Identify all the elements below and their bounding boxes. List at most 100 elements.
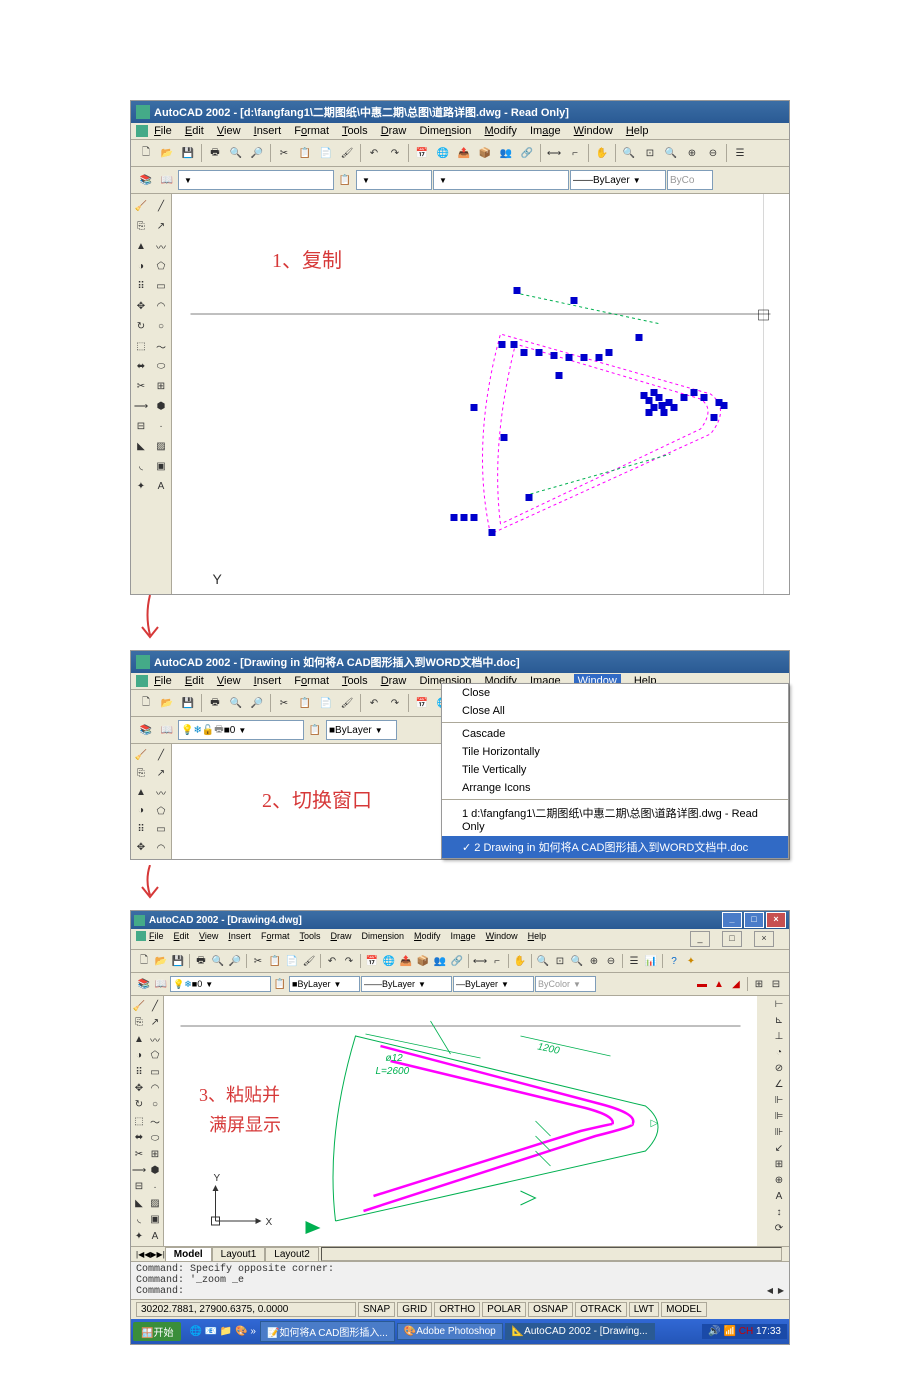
polar-toggle[interactable]: POLAR (482, 1302, 526, 1317)
tab-nav-first[interactable]: |◀ (136, 1250, 144, 1259)
tab-nav-last[interactable]: ▶| (157, 1250, 165, 1259)
dim-angular-icon[interactable]: ∠ (771, 1076, 787, 1092)
pan-icon[interactable]: ✋ (512, 953, 528, 969)
menu-insert[interactable]: Insert (228, 931, 251, 947)
linetype-dropdown[interactable]: ▼ (356, 170, 432, 190)
array-icon[interactable]: ⠿ (132, 821, 150, 838)
undo-icon[interactable]: ↶ (364, 693, 384, 713)
pan-icon[interactable]: ✋ (592, 143, 612, 163)
menu-help[interactable]: Help (626, 125, 649, 137)
help-icon[interactable]: ? (666, 953, 682, 969)
layer-dropdown[interactable]: ▼ (178, 170, 334, 190)
today-icon[interactable]: 📅 (412, 693, 432, 713)
erase-icon[interactable]: 🧹 (132, 747, 150, 764)
preview-icon[interactable]: 🔍 (210, 953, 226, 969)
paste-icon[interactable]: 📄 (316, 693, 336, 713)
trim-icon[interactable]: ✂ (132, 377, 150, 395)
lineweight-dropdown[interactable]: ▼ (433, 170, 569, 190)
dim-tedit-icon[interactable]: ↕ (771, 1204, 787, 1220)
line-icon[interactable]: ╱ (148, 999, 163, 1013)
drawing-canvas-3[interactable]: 3、粘贴并 满屏显示 ø12 L=2600 1200 ▷ (164, 996, 771, 1246)
break-icon[interactable]: ⊟ (132, 417, 150, 435)
ellipse-icon[interactable]: ⬭ (152, 357, 170, 375)
menu-modify[interactable]: Modify (414, 931, 441, 947)
osnap-toggle[interactable]: OSNAP (528, 1302, 573, 1317)
layer-prev-icon[interactable]: 📖 (153, 976, 169, 992)
snap-toggle[interactable]: SNAP (358, 1302, 395, 1317)
model-toggle[interactable]: MODEL (661, 1302, 707, 1317)
menu-edit[interactable]: Edit (185, 125, 204, 137)
rect-icon[interactable]: ▭ (148, 1065, 163, 1079)
region-icon[interactable]: ▣ (152, 457, 170, 475)
dim-continue-icon[interactable]: ⊪ (771, 1124, 787, 1140)
redo-icon[interactable]: ↷ (385, 143, 405, 163)
menu-window[interactable]: Window (574, 125, 613, 137)
tool-f-icon[interactable]: ⊞ (751, 976, 767, 992)
rect-icon[interactable]: ▭ (152, 821, 170, 837)
copy-icon[interactable]: 📋 (295, 143, 315, 163)
close-button[interactable]: × (766, 912, 786, 928)
mirror-icon[interactable]: ▲ (132, 1032, 147, 1046)
tool-g-icon[interactable]: ⊟ (768, 976, 784, 992)
zoom-rt-icon[interactable]: 🔍 (619, 143, 639, 163)
rect-icon[interactable]: ▭ (152, 277, 170, 295)
publish-icon[interactable]: 📤 (454, 143, 474, 163)
dim-baseline-icon[interactable]: ⊫ (771, 1108, 787, 1124)
props-icon[interactable]: ☰ (730, 143, 750, 163)
menu-draw[interactable]: Draw (381, 675, 407, 687)
dim-edit-icon[interactable]: A (771, 1188, 787, 1204)
plotstyle-dropdown[interactable]: ByColor▼ (535, 976, 596, 992)
minimize-button[interactable]: _ (722, 912, 742, 928)
dim-diameter-icon[interactable]: ⊘ (771, 1060, 787, 1076)
preview-icon[interactable]: 🔍 (226, 693, 246, 713)
circle-icon[interactable]: ○ (148, 1098, 163, 1112)
quicklaunch[interactable]: 🌐 📧 📁 🎨 » (189, 1326, 255, 1337)
menu-file[interactable]: File (154, 125, 172, 137)
block-icon[interactable]: ⬢ (152, 397, 170, 415)
pline-icon[interactable]: 〰 (152, 784, 170, 801)
save-icon[interactable]: 💾 (178, 143, 198, 163)
offset-icon[interactable]: ◑ (132, 257, 150, 275)
print-icon[interactable]: 🖶 (205, 693, 225, 713)
dim-update-icon[interactable]: ⟳ (771, 1220, 787, 1236)
hyperlink-icon[interactable]: 🔗 (449, 953, 465, 969)
explode-icon[interactable]: ✦ (132, 1229, 147, 1243)
menu-item-doc2[interactable]: ✓ 2 Drawing in 如何将A CAD图形插入到WORD文档中.doc (442, 836, 788, 858)
drawing-canvas-1[interactable]: 1、复制 (172, 194, 789, 594)
props-icon[interactable]: ☰ (626, 953, 642, 969)
menu-image[interactable]: Image (451, 931, 476, 947)
menu-insert[interactable]: Insert (254, 675, 282, 687)
menu-modify[interactable]: Modify (484, 125, 516, 137)
zoom-win-icon[interactable]: ⊡ (552, 953, 568, 969)
start-button[interactable]: 🪟开始 (133, 1322, 181, 1341)
today-icon[interactable]: 📅 (364, 953, 380, 969)
pline-icon[interactable]: 〰 (148, 1032, 163, 1047)
tab-layout2[interactable]: Layout2 (265, 1247, 319, 1261)
find-icon[interactable]: 🔎 (247, 143, 267, 163)
find-icon[interactable]: 🔎 (227, 953, 243, 969)
layer-mgr-icon[interactable]: 📚 (136, 720, 156, 740)
layer-combo[interactable]: 💡❄🔓🖶■ 0▼ (178, 720, 304, 740)
menu-file[interactable]: File (149, 931, 164, 947)
break-icon[interactable]: ⊟ (132, 1180, 147, 1194)
cut-icon[interactable]: ✂ (274, 143, 294, 163)
arc-icon[interactable]: ◠ (152, 840, 170, 856)
menu-image[interactable]: Image (530, 125, 561, 137)
layer-prev-icon[interactable]: 📖 (157, 170, 177, 190)
zoom-prev-icon[interactable]: 🔍 (661, 143, 681, 163)
cut-icon[interactable]: ✂ (274, 693, 294, 713)
dbconnect-icon[interactable]: 📊 (643, 953, 659, 969)
xline-icon[interactable]: ↗ (148, 1016, 163, 1030)
menu-tools[interactable]: Tools (342, 675, 368, 687)
dim-radius-icon[interactable]: ◔ (771, 1044, 787, 1060)
find-icon[interactable]: 🔎 (247, 693, 267, 713)
line-icon[interactable]: ╱ (152, 197, 170, 215)
color-dropdown[interactable]: ■ ByLayer▼ (289, 976, 360, 992)
linetype-dropdown[interactable]: ■ ByLayer▼ (326, 720, 397, 740)
meeting-icon[interactable]: 👥 (496, 143, 516, 163)
new-icon[interactable]: 🗋 (136, 953, 152, 969)
array-icon[interactable]: ⠿ (132, 1065, 147, 1079)
xline-icon[interactable]: ↗ (152, 766, 170, 782)
menu-edit[interactable]: Edit (185, 675, 204, 687)
new-icon[interactable]: 🗋 (136, 143, 156, 163)
